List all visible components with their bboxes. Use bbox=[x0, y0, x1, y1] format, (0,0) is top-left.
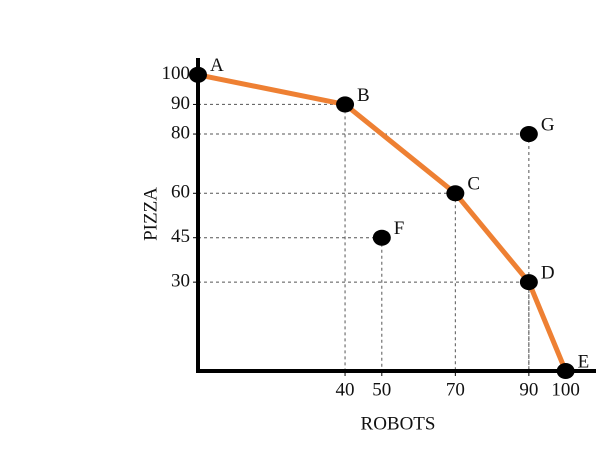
point-label: G bbox=[541, 114, 555, 135]
y-tick-label: 45 bbox=[171, 226, 190, 247]
point bbox=[519, 126, 538, 143]
point bbox=[446, 185, 465, 202]
point-label: F bbox=[394, 218, 405, 239]
point-label: C bbox=[467, 174, 480, 195]
y-axis-label: PIZZA bbox=[140, 187, 161, 241]
x-tick-label: 40 bbox=[336, 379, 355, 400]
point bbox=[556, 363, 575, 379]
point bbox=[519, 274, 538, 291]
x-tick-label: 90 bbox=[519, 379, 538, 400]
frontier-curve bbox=[197, 72, 568, 372]
point bbox=[189, 66, 207, 83]
point-label: D bbox=[541, 263, 555, 284]
x-tick-label: 70 bbox=[446, 379, 465, 400]
y-tick-label: 60 bbox=[171, 182, 190, 203]
point bbox=[372, 229, 391, 246]
x-axis-label: ROBOTS bbox=[361, 413, 436, 434]
y-tick-label: 80 bbox=[171, 122, 190, 143]
point-label: E bbox=[578, 351, 590, 372]
point-label: A bbox=[210, 55, 224, 76]
y-tick-label: 100 bbox=[162, 63, 191, 84]
point-label: B bbox=[357, 85, 370, 106]
y-tick-label: 30 bbox=[171, 271, 190, 292]
x-tick-label: 100 bbox=[551, 379, 580, 400]
y-tick-label: 90 bbox=[171, 93, 190, 114]
x-tick-label: 50 bbox=[372, 379, 391, 400]
point bbox=[336, 96, 355, 113]
